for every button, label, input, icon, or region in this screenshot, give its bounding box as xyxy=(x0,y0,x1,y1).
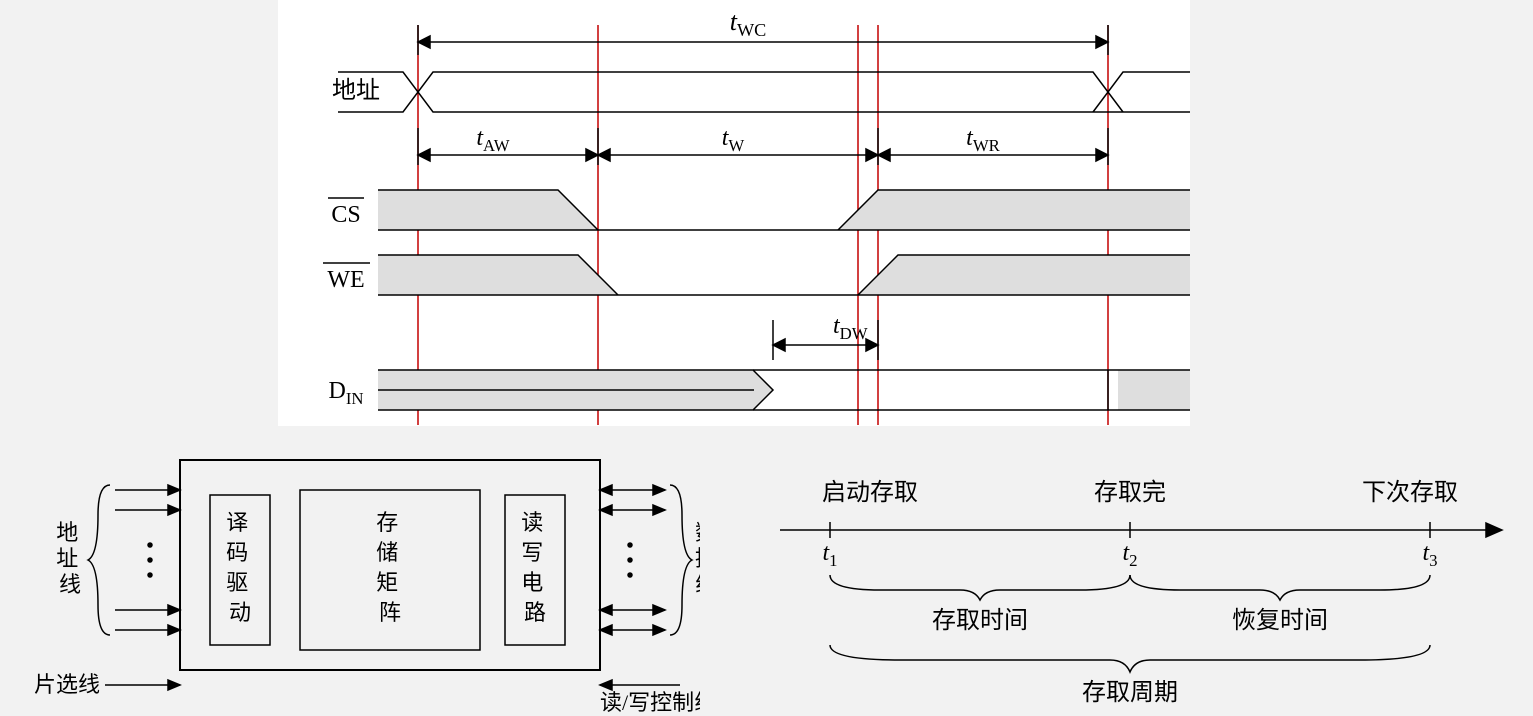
top-label-3: 下次存取 xyxy=(1362,479,1458,506)
matrix-text: 存 储 矩 阵 xyxy=(376,510,404,625)
cs-label-group: CS xyxy=(328,198,364,228)
second-arrows xyxy=(418,128,1108,165)
tw-label: tW xyxy=(722,125,745,155)
outer-box xyxy=(180,460,600,670)
taw-label: tAW xyxy=(476,125,509,155)
access-time-label: 存取时间 xyxy=(932,607,1028,634)
cs-signal xyxy=(378,190,1190,230)
timeline-panel: 启动存取 存取完 下次存取 t1 t2 t3 存取时间 恢复时间 存取周期 xyxy=(750,460,1520,710)
we-label: WE xyxy=(327,267,364,293)
t3-label: t3 xyxy=(1422,540,1437,570)
top-label-1: 启动存取 xyxy=(822,479,918,506)
cycle-label: 存取周期 xyxy=(1082,679,1178,706)
right-label: 数 据 线 xyxy=(695,520,700,597)
top-label-2: 存取完 xyxy=(1094,479,1166,506)
timeline-axis xyxy=(780,522,1502,538)
timing-diagram-svg: tWC 地址 tAW tW tWR CS xyxy=(278,0,1190,426)
left-address-arrows xyxy=(115,485,180,635)
brace-recover-time xyxy=(1130,575,1430,600)
twr-label: tWR xyxy=(966,125,1001,155)
t2-label: t2 xyxy=(1122,540,1137,570)
rw-ctrl-label: 读/写控制线 xyxy=(600,690,700,715)
chip-select-label: 片选线 xyxy=(34,672,100,697)
right-brace xyxy=(670,485,692,635)
block-diagram-panel: 译 码 驱 动 存 储 矩 阵 读 写 电 路 地 址 线 xyxy=(0,445,700,715)
block-diagram-svg: 译 码 驱 动 存 储 矩 阵 读 写 电 路 地 址 线 xyxy=(0,445,700,715)
tdw-label: tDW xyxy=(833,313,868,343)
chip-select-arrow xyxy=(105,680,180,690)
cs-label: CS xyxy=(331,202,360,228)
right-data-arrows xyxy=(600,485,665,635)
brace-access-time xyxy=(830,575,1130,600)
we-label-group: WE xyxy=(323,263,370,293)
rw-text: 读 写 电 路 xyxy=(521,510,549,625)
recover-time-label: 恢复时间 xyxy=(1232,607,1328,634)
din-signal xyxy=(378,370,1190,410)
addr-signal xyxy=(338,72,1190,112)
timing-diagram-panel: tWC 地址 tAW tW tWR CS xyxy=(278,0,1190,426)
rw-ctrl-arrow xyxy=(600,680,680,690)
brace-cycle xyxy=(830,645,1430,672)
left-label: 地 址 线 xyxy=(56,520,84,597)
din-label: DIN xyxy=(328,378,363,408)
decoder-text: 译 码 驱 动 xyxy=(226,510,254,625)
t1-label: t1 xyxy=(822,540,837,570)
left-brace xyxy=(88,485,110,635)
twc-label: tWC xyxy=(730,7,767,40)
addr-label: 地址 xyxy=(332,77,380,104)
timeline-svg: 启动存取 存取完 下次存取 t1 t2 t3 存取时间 恢复时间 存取周期 xyxy=(750,460,1520,710)
we-signal xyxy=(378,255,1190,295)
